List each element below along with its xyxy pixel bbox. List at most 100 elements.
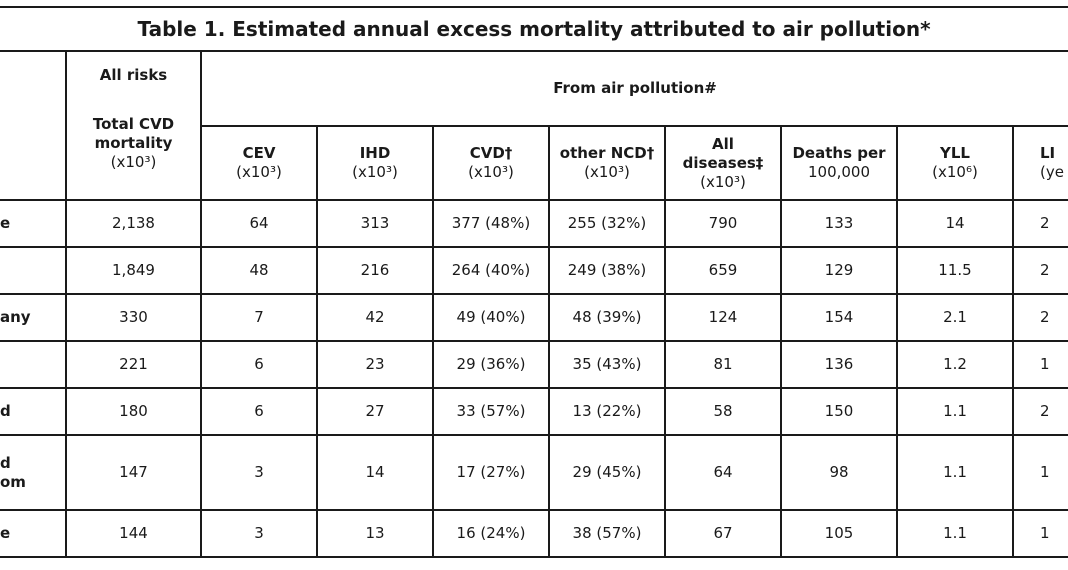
- cell: 2.1: [896, 293, 1014, 342]
- table-body: Table 1. Estimated annual excess mortali…: [0, 6, 1068, 558]
- cell: 150: [780, 387, 898, 436]
- corner-cell: [0, 50, 67, 201]
- cell: 3: [200, 509, 318, 558]
- column-header: CVD† (x10³): [432, 125, 550, 201]
- column-unit: (ye: [1040, 163, 1064, 181]
- row-label-line: any: [0, 308, 31, 326]
- column-unit: 100,000: [807, 163, 871, 181]
- all-risks-header: All risks Total CVD mortality (x10³): [65, 50, 202, 201]
- cell: 154: [780, 293, 898, 342]
- cell: 27: [316, 387, 434, 436]
- cell: 29 (45%): [548, 434, 666, 511]
- column-header: YLL (x10⁶): [896, 125, 1014, 201]
- column-name: other NCD†: [559, 144, 655, 162]
- cell: 2: [1011, 387, 1068, 436]
- cell: 48 (39%): [548, 293, 666, 342]
- column-header: LI (ye: [1011, 125, 1068, 201]
- column-header: IHD (x10³): [316, 125, 434, 201]
- cell: 1.2: [896, 340, 1014, 389]
- data-row: e 144 3 13 16 (24%) 38 (57%) 67 105 1.1 1: [0, 509, 1068, 558]
- data-row: d om 147 3 14 17 (27%) 29 (45%) 64 98 1.1 1: [0, 434, 1068, 511]
- cell: 16 (24%): [432, 509, 550, 558]
- cell: 264 (40%): [432, 246, 550, 295]
- column-unit: (x10³): [584, 163, 630, 181]
- row-label: any: [0, 293, 67, 342]
- cell: 249 (38%): [548, 246, 666, 295]
- row-label: d om: [0, 434, 67, 511]
- cell: 23: [316, 340, 434, 389]
- group-label: All risks: [99, 66, 168, 84]
- cell: 33 (57%): [432, 387, 550, 436]
- column-unit: (x10³): [110, 153, 157, 171]
- cell: 330: [65, 293, 202, 342]
- cell: 147: [65, 434, 202, 511]
- cell: 1.1: [896, 387, 1014, 436]
- cell: 313: [316, 199, 434, 248]
- column-unit: (x10³): [352, 163, 398, 181]
- header-row: All risks Total CVD mortality (x10³) From ai…: [0, 50, 1068, 201]
- cell: 58: [664, 387, 782, 436]
- cell: 48: [200, 246, 318, 295]
- cell: 136: [780, 340, 898, 389]
- row-label-line: d: [0, 453, 11, 472]
- table-title: Table 1. Estimated annual excess mortali…: [0, 6, 1068, 52]
- cell: 64: [664, 434, 782, 511]
- cell: 790: [664, 199, 782, 248]
- cell: 81: [664, 340, 782, 389]
- cell: 1.1: [896, 434, 1014, 511]
- cell: 14: [316, 434, 434, 511]
- column-name: CEV: [242, 144, 276, 162]
- header-row: CEV (x10³) IHD (x10³) CVD† (x10³) other NCD† (x…: [0, 125, 1068, 201]
- column-unit: (x10⁶): [932, 163, 978, 181]
- cell: 35 (43%): [548, 340, 666, 389]
- cell: 221: [65, 340, 202, 389]
- data-row: 221 6 23 29 (36%) 35 (43%) 81 136 1.2 1: [0, 340, 1068, 389]
- column-header: other NCD† (x10³): [548, 125, 666, 201]
- cell: 255 (32%): [548, 199, 666, 248]
- cell: 29 (36%): [432, 340, 550, 389]
- cell: 1,849: [65, 246, 202, 295]
- cell: 11.5: [896, 246, 1014, 295]
- cell: 2: [1011, 293, 1068, 342]
- row-label-line: om: [0, 472, 26, 491]
- cell: 659: [664, 246, 782, 295]
- row-label: d: [0, 387, 67, 436]
- column-header: CEV (x10³): [200, 125, 318, 201]
- cell: 67: [664, 509, 782, 558]
- title-row: Table 1. Estimated annual excess mortali…: [0, 6, 1068, 52]
- cell: 1: [1011, 434, 1068, 511]
- cell: 2: [1011, 246, 1068, 295]
- cell: 105: [780, 509, 898, 558]
- column-name: Total CVD: [92, 115, 175, 133]
- cell: 133: [780, 199, 898, 248]
- data-row: e 2,138 64 313 377 (48%) 255 (32%) 790 133 14 2: [0, 199, 1068, 248]
- column-name: mortality: [94, 134, 173, 152]
- column-unit: (x10³): [700, 172, 746, 191]
- cell: 3: [200, 434, 318, 511]
- data-row: d 180 6 27 33 (57%) 13 (22%) 58 150 1.1 2: [0, 387, 1068, 436]
- cell: 2: [1011, 199, 1068, 248]
- row-label: e: [0, 509, 67, 558]
- column-name: diseases‡: [682, 153, 764, 172]
- cell: 6: [200, 387, 318, 436]
- mortality-table: Table 1. Estimated annual excess mortali…: [0, 6, 1068, 558]
- row-label-line: e: [0, 214, 11, 232]
- cell: 2,138: [65, 199, 202, 248]
- column-name: Deaths per: [792, 144, 886, 162]
- cell: 49 (40%): [432, 293, 550, 342]
- cell: 129: [780, 246, 898, 295]
- cell: 1: [1011, 340, 1068, 389]
- row-label-line: e: [0, 524, 11, 542]
- column-name: IHD: [359, 144, 391, 162]
- cell: 13 (22%): [548, 387, 666, 436]
- cell: 216: [316, 246, 434, 295]
- cell: 144: [65, 509, 202, 558]
- cell: 124: [664, 293, 782, 342]
- cell: 13: [316, 509, 434, 558]
- column-name: LI: [1040, 144, 1056, 162]
- cell: 7: [200, 293, 318, 342]
- cell: 42: [316, 293, 434, 342]
- cell: 1.1: [896, 509, 1014, 558]
- group-header: From air pollution#: [199, 50, 1068, 127]
- cell: 6: [200, 340, 318, 389]
